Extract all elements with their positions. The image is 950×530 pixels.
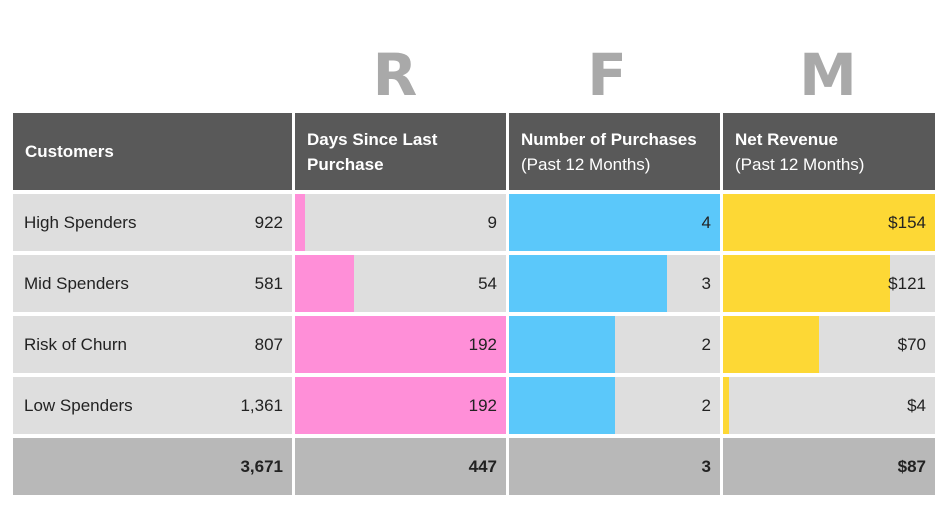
purchases-bar [509,255,667,312]
header-frequency: Number of Purchases (Past 12 Months) [509,113,720,190]
days-bar [295,377,506,434]
customers-cell: Risk of Churn 807 [13,316,292,373]
total-days: 447 [468,456,497,476]
customer-count: 807 [254,334,283,354]
purchases-value: 3 [701,273,711,293]
days-bar [295,316,506,373]
days-value: 192 [468,395,497,415]
revenue-cell: $70 [723,316,935,373]
header-monetary: Net Revenue (Past 12 Months) [723,113,935,190]
days-bar [295,255,354,312]
days-cell: 9 [295,194,506,251]
header-frequency-line1: Number of Purchases [521,129,697,149]
customers-cell: Low Spenders 1,361 [13,377,292,434]
purchases-bar [509,194,720,251]
days-value: 192 [468,334,497,354]
days-cell: 192 [295,377,506,434]
purchases-value: 2 [701,395,711,415]
total-purchases-cell: 3 [509,438,720,495]
purchases-bar [509,316,615,373]
revenue-cell: $121 [723,255,935,312]
header-customers: Customers [13,113,292,190]
purchases-bar [509,377,615,434]
purchases-cell: 2 [509,377,720,434]
revenue-bar [723,316,819,373]
revenue-bar [723,377,729,434]
segment-label: High Spenders [24,212,137,232]
rfm-letter-r: R [372,41,418,109]
total-revenue: $87 [897,456,926,476]
rfm-letter-m: M [799,41,857,109]
total-customers-cell: 3,671 [13,438,292,495]
total-days-cell: 447 [295,438,506,495]
segment-label: Risk of Churn [24,334,127,354]
purchases-cell: 2 [509,316,720,373]
days-value: 9 [487,212,497,232]
purchases-value: 2 [701,334,711,354]
days-cell: 54 [295,255,506,312]
revenue-bar [723,194,935,251]
header-recency-line2: Purchase [307,154,384,174]
header-customers-label: Customers [25,142,114,161]
revenue-value: $121 [888,273,926,293]
customer-count: 581 [254,273,283,293]
segment-label: Low Spenders [24,395,133,415]
total-revenue-cell: $87 [723,438,935,495]
customers-cell: Mid Spenders 581 [13,255,292,312]
customer-count: 922 [254,212,283,232]
revenue-bar [723,255,890,312]
total-purchases: 3 [701,456,711,476]
revenue-cell: $154 [723,194,935,251]
days-value: 54 [478,273,497,293]
days-cell: 192 [295,316,506,373]
rfm-letter-f: F [587,41,627,109]
purchases-value: 4 [701,212,711,232]
header-recency-line1: Days Since Last [307,129,438,149]
revenue-value: $70 [897,334,926,354]
purchases-cell: 4 [509,194,720,251]
header-recency: Days Since Last Purchase [295,113,506,190]
revenue-value: $154 [888,212,926,232]
header-monetary-line1: Net Revenue [735,129,838,149]
customer-count: 1,361 [240,395,283,415]
header-frequency-line2: (Past 12 Months) [521,154,651,174]
revenue-cell: $4 [723,377,935,434]
header-monetary-line2: (Past 12 Months) [735,154,865,174]
segment-label: Mid Spenders [24,273,129,293]
customers-cell: High Spenders 922 [13,194,292,251]
total-customers: 3,671 [240,456,283,476]
revenue-value: $4 [907,395,926,415]
days-bar [295,194,305,251]
purchases-cell: 3 [509,255,720,312]
